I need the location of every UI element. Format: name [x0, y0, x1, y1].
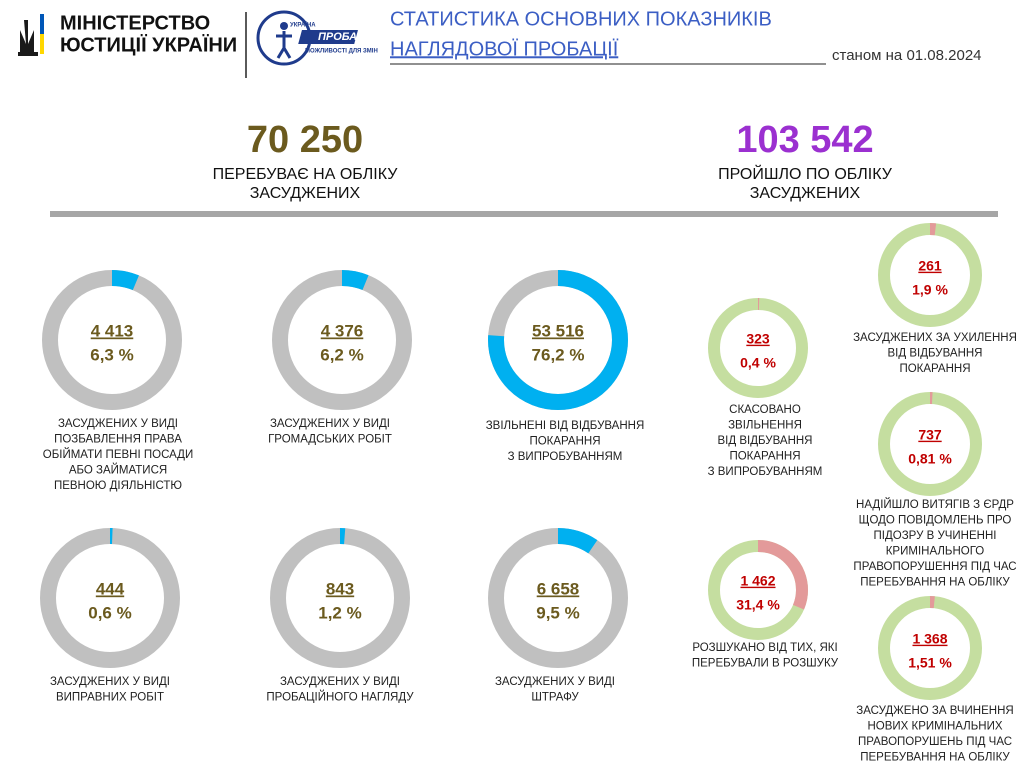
donut-count: 4 376: [321, 321, 364, 340]
donut-percent: 6,3 %: [90, 345, 133, 364]
donut-caption: ЗВІЛЬНЕНІ ВІД ВІДБУВАННЯ: [486, 420, 645, 432]
total-caption: ПЕРЕБУВАЄ НА ОБЛІКУ: [213, 166, 399, 183]
donut-caption: ПІДОЗРУ В УЧИНЕННІ: [874, 530, 997, 542]
donut-count: 737: [918, 427, 942, 443]
donut-caption: ПЕРЕБУВАННЯ НА ОБЛІКУ: [860, 577, 1010, 589]
donut-percent: 6,2 %: [320, 345, 363, 364]
donut-caption: НАДІЙШЛО ВИТЯГІВ З ЄРДР: [856, 498, 1014, 511]
donut-segment: [488, 270, 628, 410]
donut-caption: ВИПРАВНИХ РОБІТ: [56, 692, 164, 704]
donut-caption: ПЕРЕБУВАЛИ В РОЗШУКУ: [692, 658, 839, 670]
donut-caption: СКАСОВАНО: [729, 404, 801, 416]
donut-count: 323: [746, 331, 770, 347]
donut-caption: РОЗШУКАНО ВІД ТИХ, ЯКІ: [692, 642, 837, 654]
donut-caption: ВІД ВІДБУВАННЯ: [718, 435, 813, 447]
donut-count: 53 516: [532, 321, 584, 340]
donut-caption: ОБІЙМАТИ ПЕВНІ ПОСАДИ: [43, 448, 193, 461]
total-caption: ЗАСУДЖЕНИХ: [750, 185, 861, 202]
donut-segment: [878, 223, 982, 327]
donut-segment: [878, 392, 982, 496]
donut-segment: [40, 528, 180, 668]
donut-count: 6 658: [537, 579, 580, 598]
donut-caption: ЗАСУДЖЕНО ЗА ВЧИНЕННЯ: [856, 705, 1013, 717]
donut-segment: [272, 270, 412, 410]
donut-segment: [270, 528, 410, 668]
donut-caption: ЗАСУДЖЕНИХ У ВИДІ: [50, 676, 170, 688]
donut-ring: [708, 298, 808, 398]
logo-text: УКРАЇНА: [290, 22, 316, 29]
donut-caption: ПОЗБАВЛЕННЯ ПРАВА: [54, 434, 182, 446]
donut-count: 843: [326, 579, 354, 598]
total: 103 542: [736, 119, 873, 161]
donut-ring: [878, 596, 982, 700]
title: НАГЛЯДОВОЇ ПРОБАЦІЇ: [390, 38, 619, 60]
title: СТАТИСТИКА ОСНОВНИХ ПОКАЗНИКІВ: [390, 8, 772, 30]
donut-ring: [878, 392, 982, 496]
donut-ring: [878, 223, 982, 327]
total-caption: ПРОЙШЛО ПО ОБЛІКУ: [718, 164, 893, 183]
donut-caption: ВІД ВІДБУВАННЯ: [888, 348, 983, 360]
donut-caption: ПЕРЕБУВАННЯ НА ОБЛІКУ: [860, 752, 1010, 764]
donut-segment: [708, 298, 808, 398]
donut-caption: ЗАСУДЖЕНИХ У ВИДІ: [270, 418, 390, 430]
donut-caption: АБО ЗАЙМАТИСЯ: [69, 464, 167, 477]
logo-text: ПРОБАЦІЯ: [318, 31, 377, 43]
donut-count: 444: [96, 579, 125, 598]
donut-percent: 1,51 %: [908, 655, 952, 671]
logo-text: МОЖЛИВОСТІ ДЛЯ ЗМІН: [305, 49, 378, 55]
total-caption: ЗАСУДЖЕНИХ: [250, 185, 361, 202]
donut-caption: ЗАСУДЖЕНИХ У ВИДІ: [58, 418, 178, 430]
ministry: МІНІСТЕРСТВО: [60, 12, 210, 34]
donut-percent: 9,5 %: [536, 603, 579, 622]
donut-segment: [708, 540, 808, 640]
donut-caption: ПРАВОПОРУШЕННЯ ПІД ЧАС: [853, 561, 1016, 573]
donut-count: 4 413: [91, 321, 134, 340]
donut-count: 261: [918, 258, 942, 274]
donut-percent: 0,81 %: [908, 451, 952, 467]
donut-caption: ПРОБАЦІЙНОГО НАГЛЯДУ: [266, 691, 414, 704]
donut-caption: КРИМІНАЛЬНОГО: [886, 546, 985, 558]
donut-caption: ЗАСУДЖЕНИХ У ВИДІ: [495, 676, 615, 688]
donut-caption: ПОКАРАННЯ: [529, 436, 600, 448]
donut-caption: ЗВІЛЬНЕННЯ: [728, 420, 802, 432]
coat-of-arms: [18, 14, 44, 56]
donut-percent: 1,9 %: [912, 282, 948, 298]
donut-segment: [878, 596, 982, 700]
ministry: ЮСТИЦІЇ УКРАЇНИ: [60, 33, 237, 56]
donut-count: 1 368: [912, 631, 947, 647]
donut-percent: 31,4 %: [736, 597, 780, 613]
donut-caption: НОВИХ КРИМІНАЛЬНИХ: [867, 721, 1002, 733]
donut-caption: ЩОДО ПОВІДОМЛЕНЬ ПРО: [859, 515, 1012, 527]
donut-caption: ПЕВНОЮ ДІЯЛЬНІСТЮ: [54, 480, 182, 492]
donut-caption: З ВИПРОБУВАННЯМ: [508, 451, 623, 463]
donut-caption: ПОКАРАННЯ: [729, 451, 800, 463]
donut-percent: 76,2 %: [532, 345, 585, 364]
probation-logo: [256, 10, 358, 66]
donut-caption: ЗАСУДЖЕНИХ ЗА УХИЛЕННЯ: [853, 332, 1017, 344]
donut-segment: [488, 528, 628, 668]
donut-percent: 0,4 %: [740, 355, 776, 371]
donut-caption: ГРОМАДСЬКИХ РОБІТ: [268, 434, 392, 446]
donut-count: 1 462: [740, 573, 775, 589]
total: 70 250: [247, 119, 363, 161]
donut-caption: ШТРАФУ: [531, 692, 579, 704]
donut-caption: ЗАСУДЖЕНИХ У ВИДІ: [280, 676, 400, 688]
donut-caption: ПОКАРАННЯ: [899, 363, 970, 375]
donut-segment: [42, 270, 182, 410]
donut-percent: 1,2 %: [318, 603, 361, 622]
donut-caption: ПРАВОПОРУШЕНЬ ПІД ЧАС: [858, 736, 1012, 748]
donut-percent: 0,6 %: [88, 603, 131, 622]
date: станом на 01.08.2024: [832, 47, 982, 64]
donut-caption: З ВИПРОБУВАННЯМ: [708, 466, 823, 478]
